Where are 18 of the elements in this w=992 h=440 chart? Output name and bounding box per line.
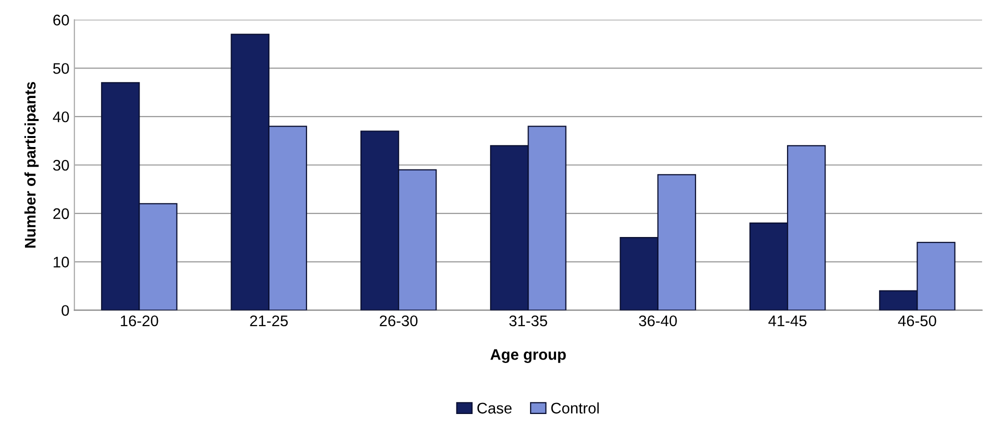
legend-label: Case [477,402,512,414]
x-tick-label: 26-30 [380,315,418,326]
x-tick-label: 16-20 [120,315,158,326]
x-tick-label: 21-25 [250,315,288,326]
x-axis-title: Age group [490,349,566,363]
x-tick-label: 31-35 [509,315,548,326]
y-tick-label: 20 [53,208,69,220]
x-tick-label: 36-40 [638,315,677,326]
y-tick-label: 60 [53,14,69,26]
x-tick-label: 41-45 [768,316,806,326]
y-tick-label: 10 [54,256,69,268]
y-tick-label: 30 [53,160,69,171]
y-tick-label: 50 [53,63,69,74]
x-tick-label: 46-50 [898,315,936,326]
y-axis-title: Number of participants [24,82,39,248]
y-tick-label: 0 [62,305,69,316]
y-tick-label: 40 [52,111,69,122]
legend-label: Control [551,402,599,414]
